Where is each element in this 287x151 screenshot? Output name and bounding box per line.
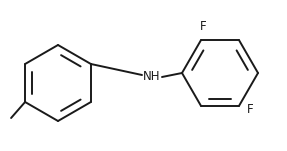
Text: NH: NH xyxy=(143,71,161,84)
Text: F: F xyxy=(247,103,254,116)
Text: F: F xyxy=(200,20,206,33)
